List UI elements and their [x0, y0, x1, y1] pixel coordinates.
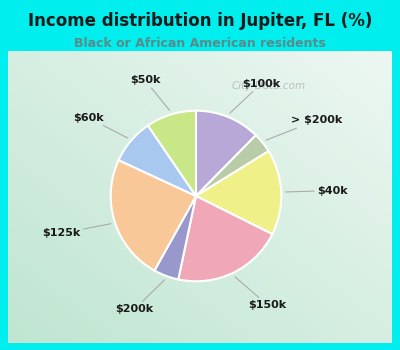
Wedge shape	[111, 160, 196, 271]
Text: $125k: $125k	[42, 224, 111, 238]
Text: $150k: $150k	[235, 277, 287, 310]
Wedge shape	[154, 196, 196, 279]
Text: $200k: $200k	[115, 280, 164, 314]
Text: Black or African American residents: Black or African American residents	[74, 37, 326, 50]
Text: $50k: $50k	[130, 75, 170, 110]
Wedge shape	[196, 111, 256, 196]
Text: $40k: $40k	[286, 186, 348, 196]
Text: $60k: $60k	[73, 113, 128, 138]
Wedge shape	[196, 135, 268, 196]
Text: City-Data.com: City-Data.com	[232, 81, 306, 91]
Wedge shape	[178, 196, 272, 281]
Wedge shape	[118, 126, 196, 196]
Wedge shape	[148, 111, 196, 196]
Text: $100k: $100k	[230, 79, 280, 113]
Wedge shape	[196, 151, 281, 234]
Text: > $200k: > $200k	[266, 116, 342, 140]
Text: Income distribution in Jupiter, FL (%): Income distribution in Jupiter, FL (%)	[28, 12, 372, 30]
